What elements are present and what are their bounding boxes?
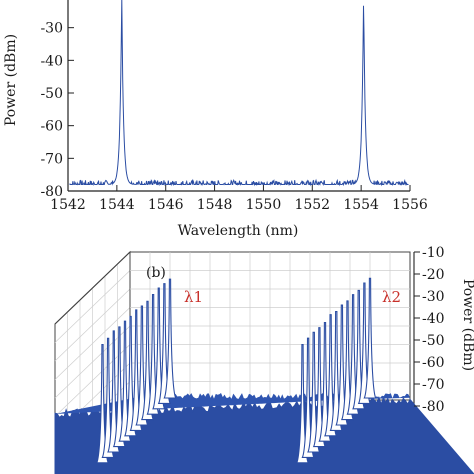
panel-a: -30-40-50-60-70-80 Power (dBm) 1542 1544 1… <box>3 0 428 239</box>
series-label-lambda2: λ2 <box>382 288 401 306</box>
panel-b: -10 -20 -30 -40 -50 -60 -70 -80 (b) λ1 λ2 Power… <box>54 245 474 474</box>
panel-a-x-tick-label: 1546 <box>148 197 184 213</box>
panel-b-spectra <box>95 277 377 464</box>
panel-b-z-tick-label: -40 <box>422 311 445 327</box>
panel-a-y-axis-label: Power (dBm) <box>3 34 19 126</box>
panel-b-z-tick-label: -20 <box>422 267 445 283</box>
panel-a-y-tick-label: -50 <box>40 86 63 102</box>
panel-b-z-tick-label: -80 <box>422 399 445 415</box>
panel-a-y-tick-label: -40 <box>40 53 63 69</box>
panel-a-y-tick-label: -80 <box>40 184 63 200</box>
panel-a-y-tick-label: -30 <box>40 21 63 37</box>
panel-b-label: (b) <box>146 265 166 281</box>
panel-a-x-tick-label: 1552 <box>294 197 330 213</box>
panel-b-z-tick-label: -60 <box>422 355 445 371</box>
panel-a-x-tick-labels: 1542 1544 1546 1548 1550 1552 1554 1556 <box>50 197 428 213</box>
series-label-lambda1: λ1 <box>184 288 203 306</box>
panel-b-z-tick-labels: -10 -20 -30 -40 -50 -60 -70 -80 <box>414 245 445 415</box>
panel-a-y-tick-labels: -30 -40 -50 -60 -70 -80 <box>40 21 63 200</box>
panel-a-x-tick-label: 1548 <box>197 197 233 213</box>
panel-b-spectrum-peak-lambda1 <box>163 278 177 399</box>
panel-a-x-tick-label: 1554 <box>343 197 379 213</box>
panel-a-x-axis-label: Wavelength (nm) <box>178 223 299 239</box>
panel-a-axes-frame <box>67 0 411 192</box>
panel-a-spectrum <box>69 0 409 187</box>
panel-a-x-tick-label: 1550 <box>246 197 282 213</box>
panel-a-x-tick-label: 1542 <box>50 197 86 213</box>
panel-a-x-tick-label: 1556 <box>392 197 428 213</box>
panel-b-z-tick-label: -70 <box>422 377 445 393</box>
panel-b-wall-edge <box>54 251 131 325</box>
panel-b-spectrum-peak-lambda2 <box>363 277 377 399</box>
panel-a-y-tick-label: -70 <box>40 151 63 167</box>
panel-a-spectrum-line <box>69 0 409 187</box>
panel-b-z-tick-label: -10 <box>422 245 445 261</box>
panel-b-z-axis-label: Power (dBm) <box>460 279 474 371</box>
panel-a-y-tick-label: -60 <box>40 119 63 135</box>
panel-b-z-tick-label: -50 <box>422 333 445 349</box>
panel-a-x-tick-label: 1544 <box>99 197 135 213</box>
panel-b-z-tick-label: -30 <box>422 289 445 305</box>
